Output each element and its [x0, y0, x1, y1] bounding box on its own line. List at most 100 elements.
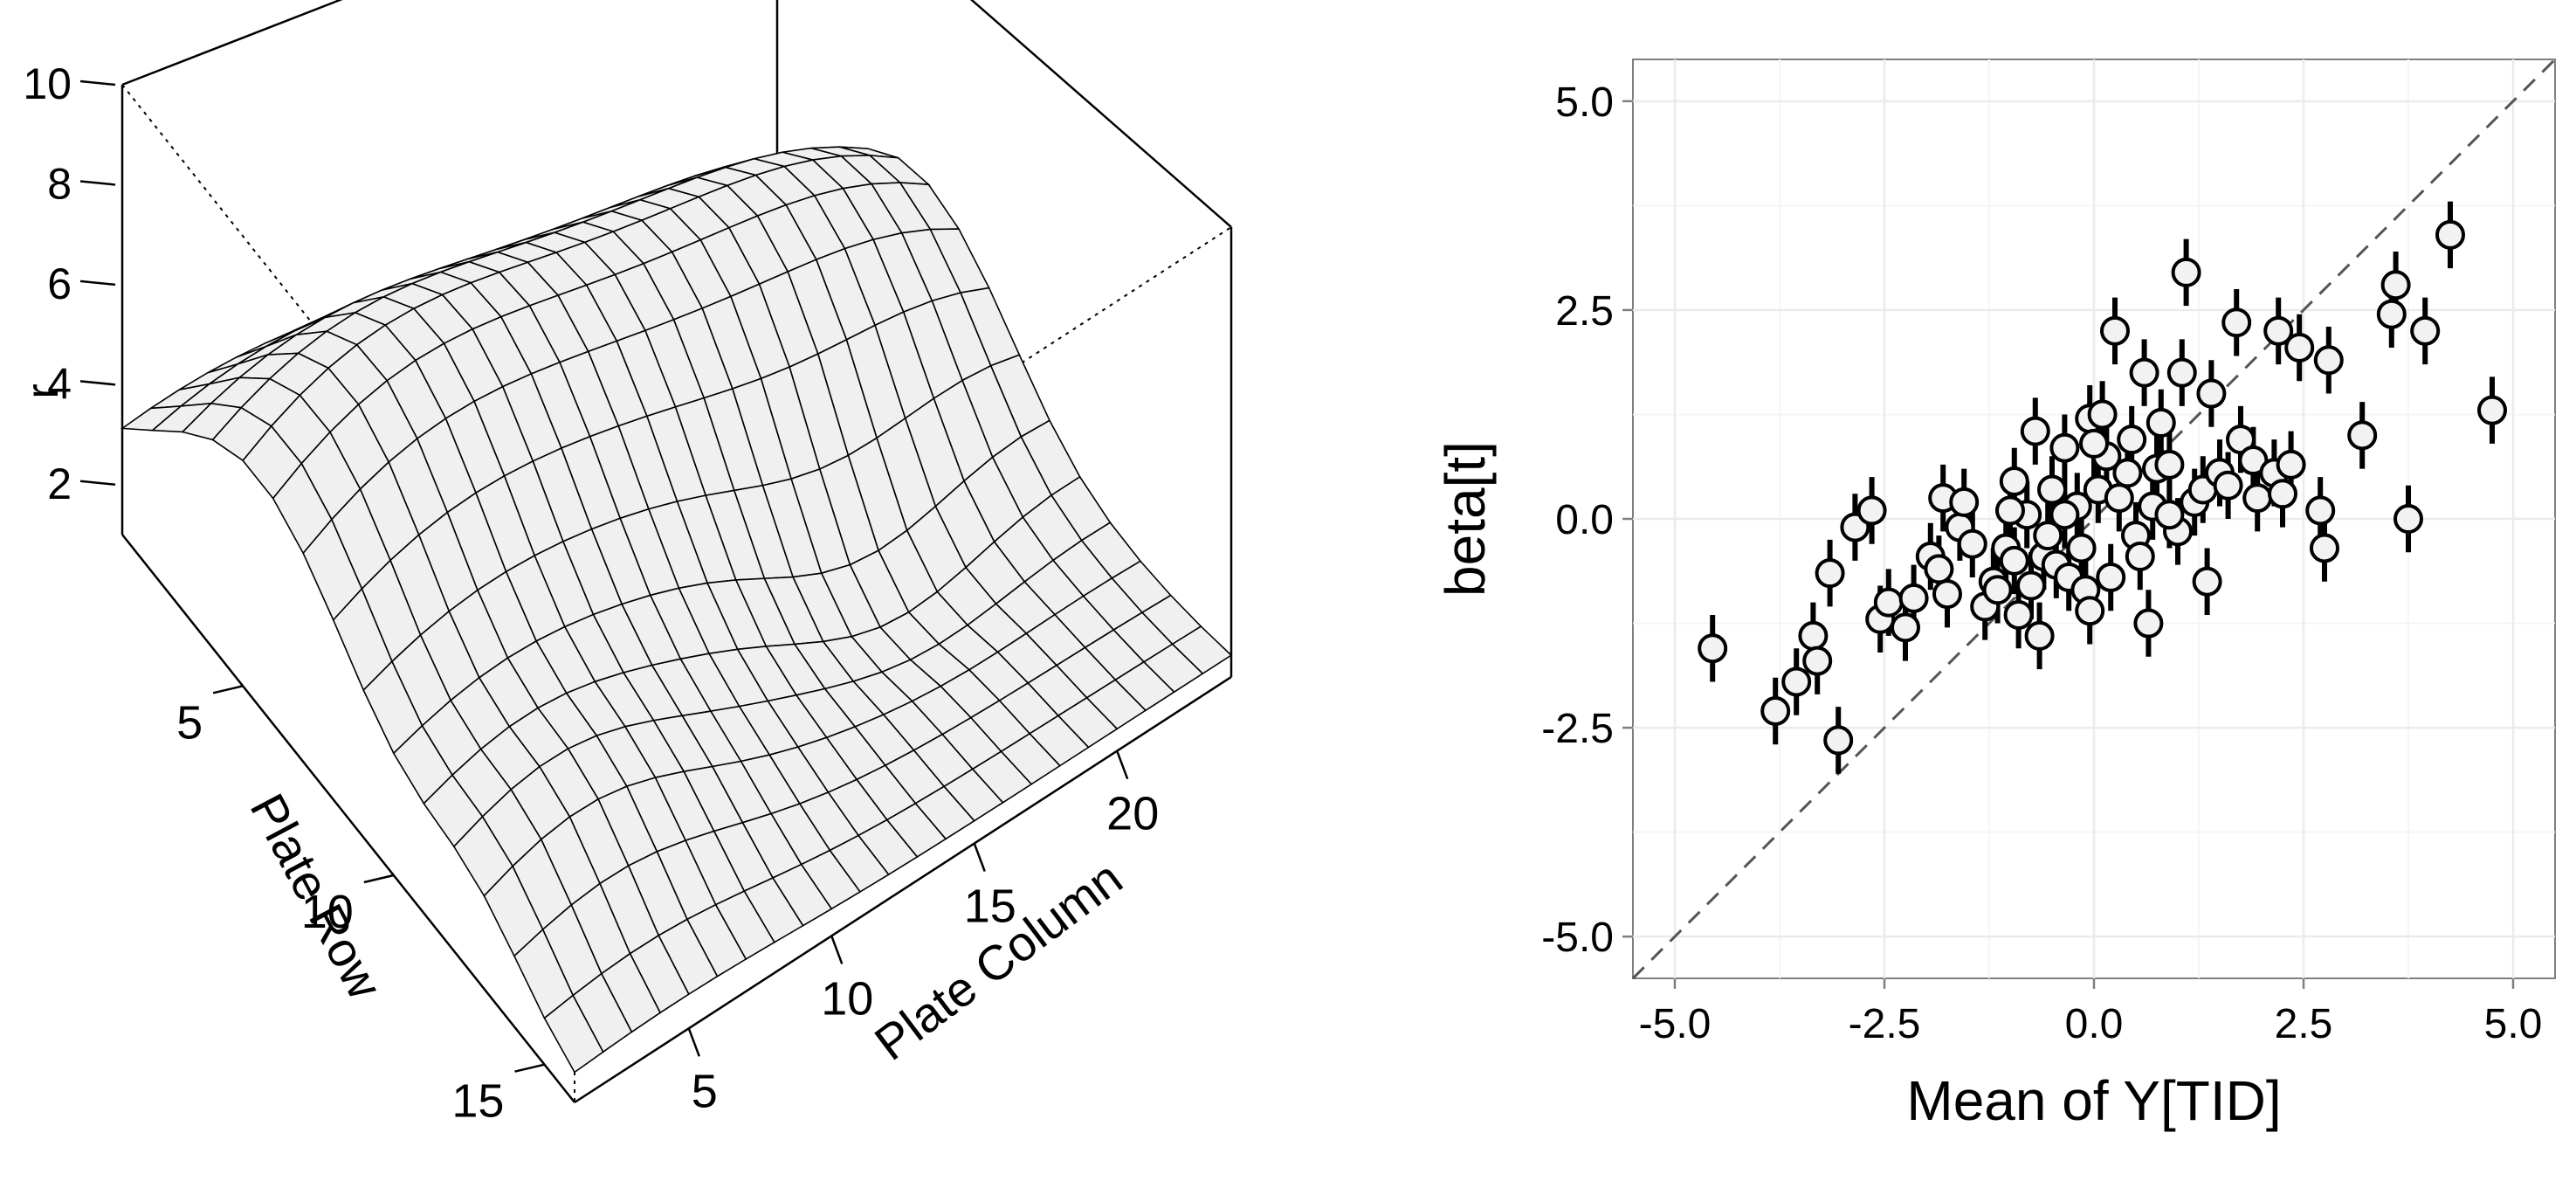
row-tick-label: 10 — [301, 886, 354, 938]
scatter-minor-gridlines — [1633, 59, 2555, 978]
row-tick-mark — [363, 874, 395, 884]
z-tick-mark — [79, 79, 116, 86]
scatter-point — [2083, 474, 2113, 505]
scatter-point — [1999, 545, 2029, 576]
y-axis-ticks: -5.0 -2.5 0.0 2.5 5.0 — [1541, 79, 1633, 961]
scatter-point — [1991, 533, 2022, 563]
row-tick-label: 15 — [451, 1075, 504, 1128]
scatter-point — [2054, 562, 2084, 592]
scatter-point — [1823, 725, 1854, 756]
scatter-point — [1999, 466, 2029, 496]
scatter-point — [1970, 591, 2001, 622]
scatter-point — [2024, 620, 2055, 651]
scatter-point — [2133, 608, 2164, 639]
scatter-point — [2016, 570, 2046, 601]
scatter-point — [1957, 528, 1987, 559]
scatter-point — [2154, 449, 2185, 480]
col-tick-mark — [973, 843, 986, 873]
scatter-point — [2112, 458, 2143, 488]
scatter-point — [2268, 479, 2297, 509]
surface-facet — [543, 994, 604, 1074]
scatter-point — [1815, 558, 1845, 589]
z-tick-label: 2 — [47, 459, 72, 508]
scatter-point — [2138, 491, 2168, 521]
scatter-point — [2075, 596, 2105, 626]
scatter-point — [2049, 432, 2080, 463]
scatter-point — [2012, 500, 2042, 530]
z-tick-mark — [79, 480, 116, 487]
scatter-point — [2171, 257, 2201, 287]
scatter-point — [2121, 521, 2151, 551]
scatter-point — [2221, 307, 2252, 338]
scatter-point — [2142, 453, 2172, 484]
scatter-point — [2166, 357, 2197, 388]
scatter-point — [2213, 470, 2243, 501]
scatter-point — [1856, 495, 1887, 526]
y-tick-label: -5.0 — [1541, 915, 1614, 961]
scatter-point — [1802, 646, 1833, 676]
scatter-point — [2187, 474, 2218, 505]
y-tick-label: 5.0 — [1555, 79, 1614, 126]
scatter-point — [2276, 449, 2306, 480]
x-tick-label: 5.0 — [2484, 1001, 2543, 1047]
scatter-point — [2096, 562, 2126, 592]
scatter-point — [2393, 504, 2423, 534]
scatter-panel-background — [1632, 59, 2556, 979]
scatter-point — [2305, 495, 2336, 526]
scatter-major-gridlines — [1633, 59, 2555, 978]
scatter-point — [2037, 474, 2067, 505]
scatter-point — [1978, 566, 2008, 597]
plate-row-axis-label: Plate Row — [239, 784, 393, 1007]
scatter-point — [1873, 587, 1904, 618]
scatter-point — [2100, 315, 2130, 346]
y-tick-label: -2.5 — [1541, 706, 1614, 752]
z-tick-mark — [79, 380, 116, 386]
col-tick-label: 5 — [692, 1065, 718, 1117]
scatter-point — [1995, 495, 2025, 526]
z-tick-mark — [79, 280, 116, 287]
scatter-point — [2259, 458, 2290, 488]
x-tick-label: -5.0 — [1639, 1001, 1712, 1047]
scatter-point — [2129, 357, 2159, 388]
scatter-point — [2070, 575, 2101, 605]
surface-mesh — [120, 146, 1233, 1074]
scatter-point — [2180, 487, 2210, 517]
scatter-point — [2238, 446, 2269, 476]
col-tick-mark — [1116, 750, 1129, 780]
scatter-point — [2263, 315, 2294, 346]
scatter-point — [2125, 542, 2155, 572]
scatter-point — [2049, 500, 2080, 530]
y-tick-label: 0.0 — [1555, 497, 1614, 543]
scatter-point — [2410, 315, 2441, 346]
scatter-point — [2028, 542, 2059, 572]
scatter-point — [1760, 695, 1791, 726]
scatter-point — [1928, 483, 1959, 514]
col-tick-mark — [830, 935, 844, 964]
scatter-point — [2003, 599, 2034, 630]
scatter-point — [1798, 620, 1829, 651]
scatter-point — [1898, 583, 1929, 613]
y-tick-label: 2.5 — [1555, 288, 1614, 335]
scatter-point — [2347, 420, 2378, 451]
scatter-point — [1945, 512, 1975, 542]
box-top-back-edge — [121, 0, 343, 86]
identity-reference-line — [1631, 58, 2557, 980]
row-tick-mark — [514, 1063, 545, 1073]
scatter-point — [1932, 579, 1962, 610]
surface-axis-ticks: 2 4 6 8 10 5 10 15 5 10 15 20 — [23, 59, 1159, 1128]
z-tick-label: 4 — [47, 359, 72, 408]
scatter-point — [1949, 487, 1980, 517]
scatter-point — [2062, 491, 2092, 521]
col-tick-label: 20 — [1106, 788, 1159, 840]
scatter-point — [2205, 458, 2235, 488]
scatter-point — [1982, 575, 2013, 605]
scatter-point — [2226, 425, 2256, 455]
col-tick-label: 15 — [964, 881, 1016, 933]
box-bottom-front-edge — [574, 675, 1232, 1104]
x-axis-ticks: -5.0 -2.5 0.0 2.5 5.0 — [1639, 978, 2543, 1047]
z-tick-mark — [79, 180, 116, 186]
scatter-point — [1924, 554, 1954, 584]
scatter-point — [1891, 612, 1920, 643]
scatter-point — [1840, 512, 1870, 542]
